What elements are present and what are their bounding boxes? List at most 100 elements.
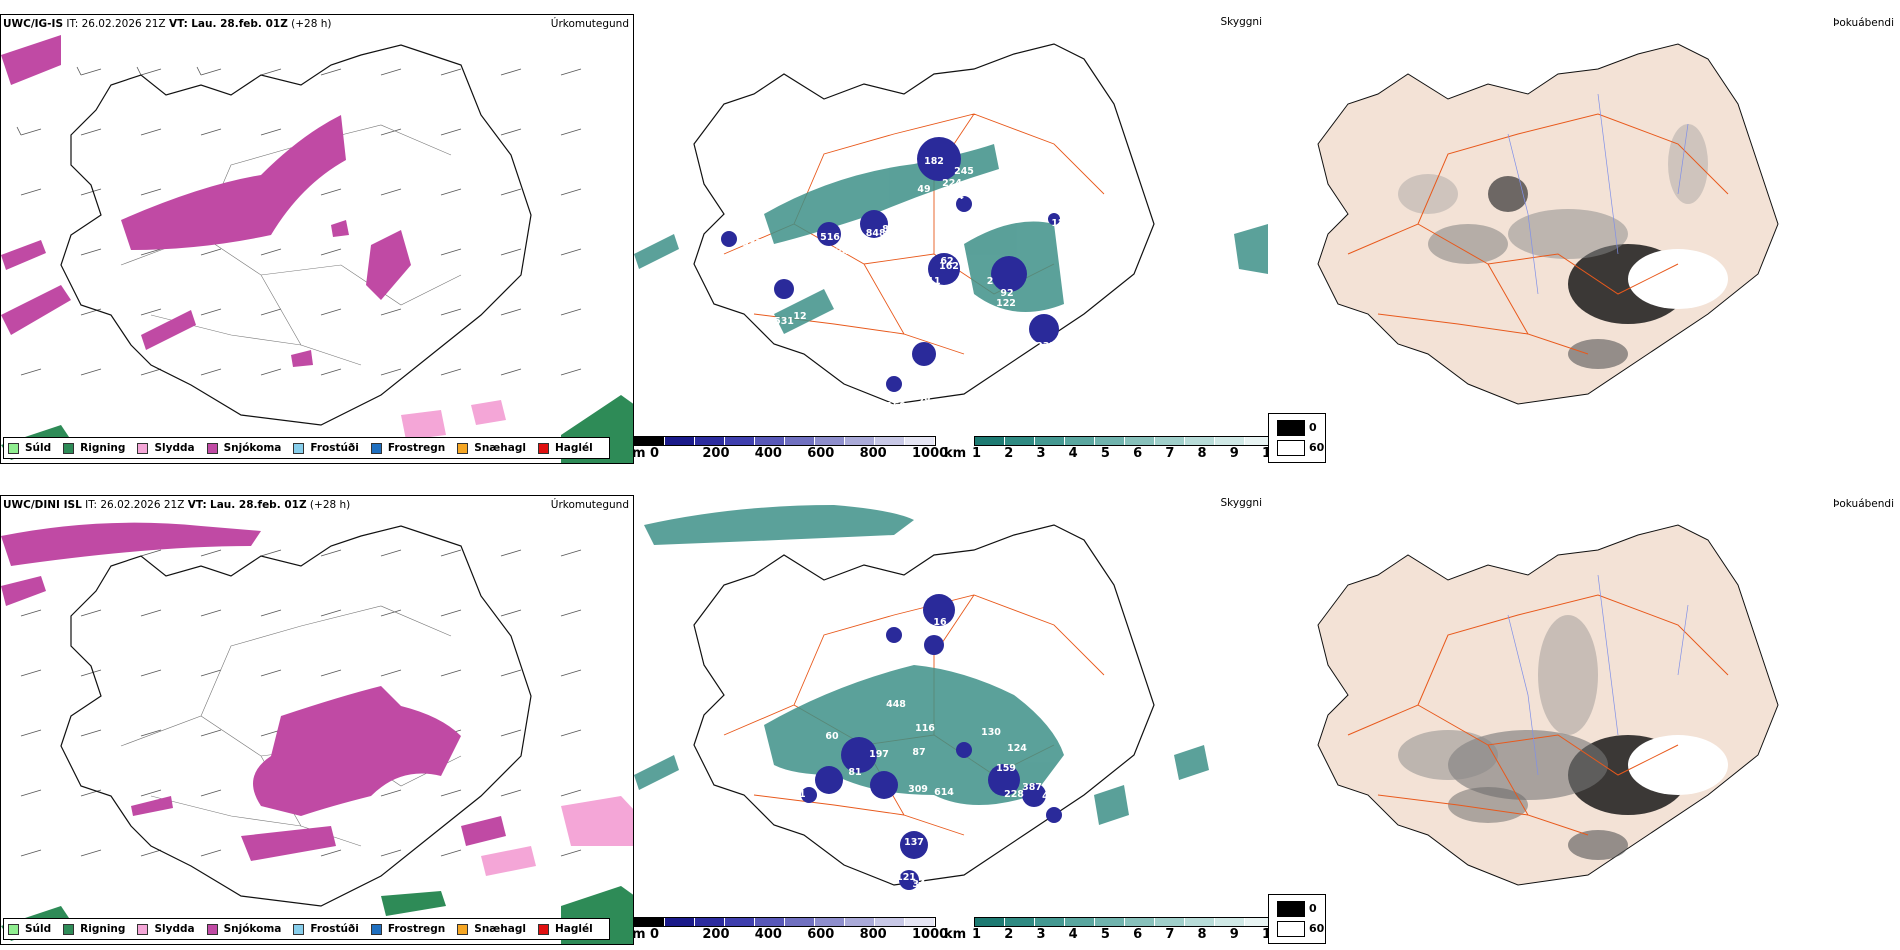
colorbar-segment: [635, 437, 665, 445]
legend-label: Frostúði: [310, 923, 359, 935]
colorbar-tick: 3: [1036, 446, 1046, 461]
ceiling-label: 600: [882, 354, 902, 365]
ceiling-label: 21: [792, 789, 805, 800]
colorbar-tick: 5: [1100, 446, 1110, 461]
legend-label: Súld: [25, 923, 52, 935]
legend-label: Rigning: [80, 923, 126, 935]
legend-swatch: [293, 442, 305, 454]
legend-item-3: Snjókoma: [206, 923, 282, 935]
fog-gray-patches: [1398, 124, 1728, 369]
legend-swatch: [63, 442, 75, 454]
colorbar-segment: [1155, 437, 1185, 445]
colorbar-segment: [695, 918, 725, 926]
legend-label: Snjókoma: [223, 442, 282, 454]
colorbar-tick: 9: [1229, 927, 1239, 942]
colorbar-segment: [725, 437, 755, 445]
ceiling-label: 99: [949, 635, 962, 646]
colorbar-segment: [665, 918, 695, 926]
legend-label: Frostregn: [387, 923, 446, 935]
ceiling-label: 162: [939, 261, 959, 272]
sleet-areas: [401, 400, 506, 440]
panel-title: Skyggni: [1220, 497, 1263, 509]
fog-panel-row2: Þokuábendi: [1268, 495, 1900, 945]
ceiling-label: 60: [825, 731, 839, 742]
ceiling-label: 130: [981, 727, 1001, 738]
legend-swatch: [370, 442, 382, 454]
colorbar-segment: [785, 437, 815, 445]
snow-areas: [1, 35, 411, 367]
ceiling-label: 122: [996, 298, 1016, 309]
legend-swatch: [8, 923, 19, 935]
colorbar-tick: 4: [1068, 446, 1078, 461]
fog-key-row1: 0 60: [1268, 413, 1326, 463]
colorbar-segment: [875, 437, 905, 445]
precip-type-panel-row1: UWC/IG-IS IT: 26.02.2026 21Z VT: Lau. 28…: [0, 14, 634, 464]
ceiling-label: 87: [912, 747, 925, 758]
colorbar-segment: [905, 437, 935, 445]
colorbar-tick: 1000: [912, 927, 949, 942]
wind-barbs: [16, 66, 582, 376]
legend-item-6: Snæhagl: [457, 923, 526, 935]
colorbar-tick: 600: [807, 446, 835, 461]
colorbar-segment: [635, 918, 665, 926]
legend-swatch: [537, 923, 549, 935]
colorbar-segment: [1035, 437, 1065, 445]
colorbar-segment: [1185, 437, 1215, 445]
legend-swatch: [457, 442, 469, 454]
legend-swatch: [63, 923, 75, 935]
colorbar-segment: [1005, 918, 1035, 926]
ceiling-label: 533: [742, 238, 762, 249]
ceiling-label: 224: [942, 178, 962, 189]
ceiling-label: 28: [917, 396, 931, 407]
colorbar-tick: 800: [859, 927, 887, 942]
legend-item-4: Frostúði: [293, 442, 359, 454]
legend-item-0: Súld: [8, 923, 51, 935]
colorbar-tick: 6: [1133, 446, 1143, 461]
colorbar-segment: [755, 437, 785, 445]
colorbar-tick: 7: [1165, 446, 1175, 461]
panel-title: Skyggni: [1220, 16, 1263, 28]
legend-swatch: [537, 442, 549, 454]
snow-areas: [1, 522, 506, 861]
ceiling-label: 62: [940, 256, 953, 267]
ceiling-label: 531: [774, 316, 794, 327]
panel-header: UWC/DINI ISL IT: 26.02.2026 21Z VT: Lau.…: [3, 499, 351, 511]
legend-label: Snjókoma: [223, 923, 282, 935]
colorbar-segment: [1065, 437, 1095, 445]
ceiling-label: 264: [944, 191, 964, 202]
colorbar-tick: 4: [1068, 927, 1078, 942]
colorbar-segment: [1125, 918, 1155, 926]
ceiling-label: 70: [929, 885, 943, 896]
colorbar-tick: 2: [1004, 446, 1014, 461]
legend-item-5: Frostregn: [370, 442, 445, 454]
colorbar-tick: 1: [972, 446, 982, 461]
legend-label: Haglél: [554, 442, 593, 454]
colorbar-tick: 6: [1133, 927, 1143, 942]
legend-swatch: [8, 442, 19, 454]
colorbar-segment: [815, 437, 845, 445]
precip-legend: Súld Rigning Slydda Snjókoma Frostúði Frostre…: [3, 918, 610, 940]
legend-swatch: [206, 923, 218, 935]
ceiling-label: 81: [848, 767, 861, 778]
legend-item-5: Frostregn: [370, 923, 446, 935]
visibility-shading-offshore: [644, 505, 914, 545]
ceiling-label: 159: [996, 763, 1016, 774]
colorbar-tick: 1000: [912, 446, 949, 461]
colorbar-segment: [665, 437, 695, 445]
colorbar-segment: [815, 918, 845, 926]
legend-label: Haglél: [554, 923, 593, 935]
colorbar-segment: [845, 437, 875, 445]
ceiling-label: 92: [1000, 288, 1013, 299]
colorbar-segment: [755, 918, 785, 926]
cloud-ceiling-panel-row2: 16 99 448 116 130 124 159 387 228 439 60 197 81 87 309…: [634, 495, 1268, 945]
ceiling-blobs: [801, 594, 1062, 890]
precip-map-row1: [1, 35, 633, 463]
legend-label: Slydda: [154, 923, 195, 935]
legend-label: Snæhagl: [474, 923, 526, 935]
roads: [723, 113, 1105, 355]
legend-swatch: [457, 923, 469, 935]
colorbar-tick: 2: [1004, 927, 1014, 942]
colorbar-segment: [975, 918, 1005, 926]
